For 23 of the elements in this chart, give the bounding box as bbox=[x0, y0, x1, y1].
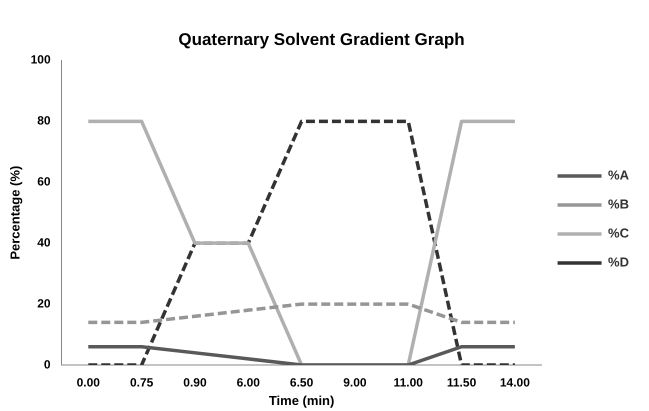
y-tick-label: 100 bbox=[30, 52, 51, 67]
legend-label: %C bbox=[608, 226, 630, 241]
line-series bbox=[86, 302, 517, 324]
legend-label: %D bbox=[608, 254, 630, 270]
legend-label: %B bbox=[608, 196, 630, 212]
y-axis-title: Percentage (%) bbox=[7, 166, 22, 260]
x-tick-label: 6.00 bbox=[236, 376, 260, 390]
x-axis-title: Time (min) bbox=[268, 392, 334, 408]
y-tick-label: 80 bbox=[37, 114, 51, 128]
legend-label: %A bbox=[608, 168, 630, 183]
x-tick-label: 6.50 bbox=[290, 376, 314, 390]
x-tick-label: 11.50 bbox=[446, 376, 477, 390]
y-tick-label: 60 bbox=[37, 174, 51, 189]
x-tick-label: 0.90 bbox=[183, 376, 207, 390]
x-tick-label: 11.00 bbox=[394, 376, 424, 390]
y-tick-label: 40 bbox=[37, 235, 51, 250]
x-tick-label: 14.00 bbox=[500, 376, 530, 390]
y-tick-label: 20 bbox=[37, 296, 51, 310]
y-tick-label: 0 bbox=[44, 357, 51, 372]
x-tick-label: 0.00 bbox=[76, 376, 100, 390]
x-tick-label: 0.75 bbox=[130, 376, 154, 390]
chart-title: Quaternary Solvent Gradient Graph bbox=[178, 30, 465, 49]
x-tick-label: 9.00 bbox=[343, 376, 367, 390]
